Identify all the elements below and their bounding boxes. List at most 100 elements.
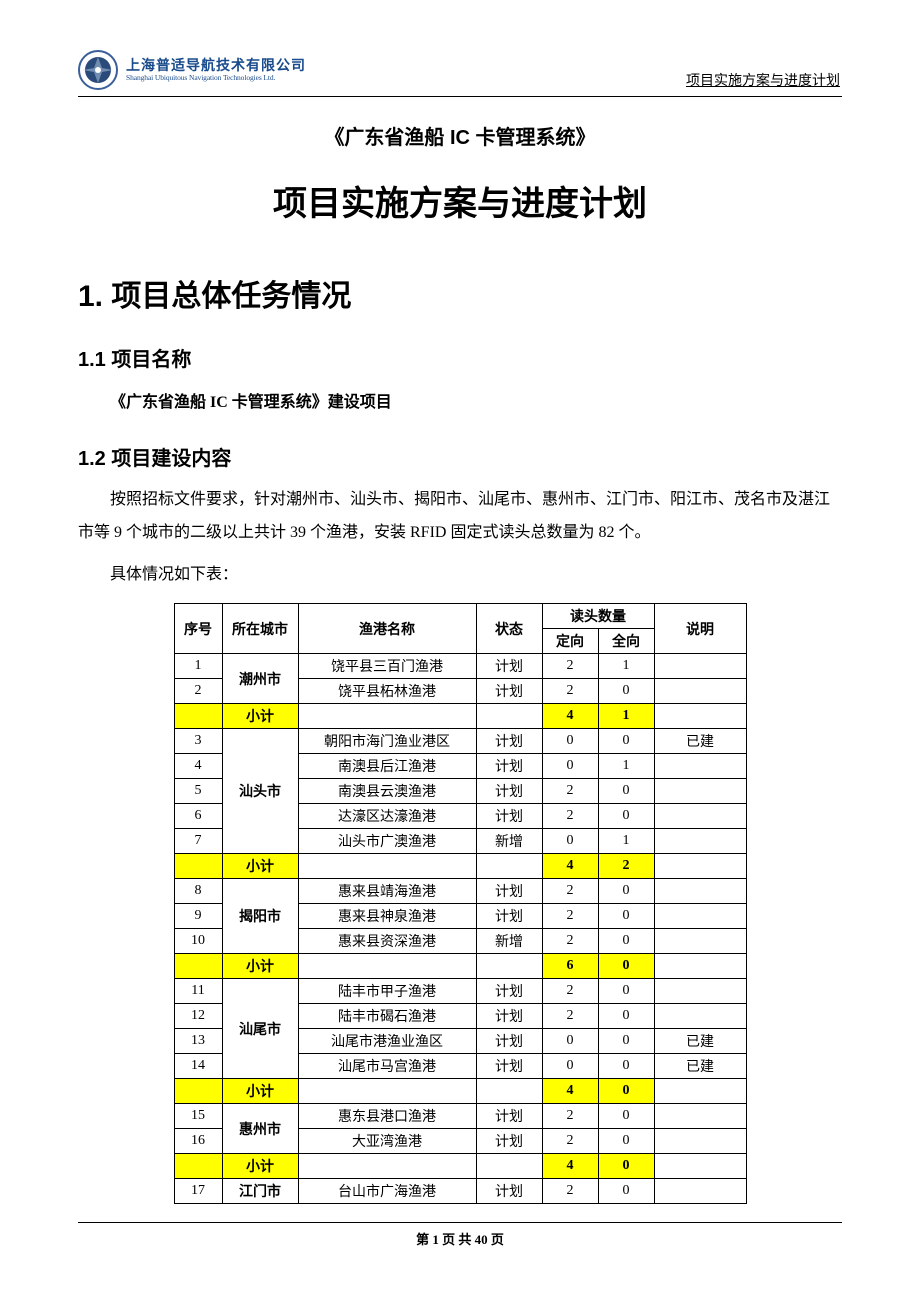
subtotal-b: 0: [598, 1079, 654, 1104]
subtotal-blank: [298, 854, 476, 879]
cell-note: 已建: [654, 1054, 746, 1079]
subtotal-row: 小计60: [174, 954, 746, 979]
cell-status: 计划: [476, 1179, 542, 1204]
cell-seq: 17: [174, 1179, 222, 1204]
cell-status: 计划: [476, 779, 542, 804]
cell-seq: 1: [174, 654, 222, 679]
page-header: 上海普适导航技术有限公司 Shanghai Ubiquitous Navigat…: [78, 50, 842, 97]
cell-reader-b: 0: [598, 979, 654, 1004]
cell-reader-a: 2: [542, 679, 598, 704]
cell-status: 新增: [476, 829, 542, 854]
cell-note: [654, 679, 746, 704]
cell-seq: 9: [174, 904, 222, 929]
subtotal-blank: [654, 954, 746, 979]
subtotal-blank: [298, 704, 476, 729]
cell-reader-b: 0: [598, 1104, 654, 1129]
cell-status: 计划: [476, 1029, 542, 1054]
cell-reader-b: 0: [598, 729, 654, 754]
cell-city: 汕头市: [222, 729, 298, 854]
cell-reader-b: 1: [598, 754, 654, 779]
ports-table: 序号 所在城市 渔港名称 状态 读头数量 说明 定向 全向 1潮州市饶平县三百门…: [174, 603, 747, 1204]
subtotal-blank: [476, 704, 542, 729]
col-note: 说明: [654, 604, 746, 654]
cell-note: 已建: [654, 729, 746, 754]
cell-reader-a: 0: [542, 1054, 598, 1079]
cell-seq: 11: [174, 979, 222, 1004]
cell-port: 大亚湾渔港: [298, 1129, 476, 1154]
subtotal-blank: [476, 854, 542, 879]
cell-reader-a: 2: [542, 979, 598, 1004]
subtotal-blank: [298, 1079, 476, 1104]
cell-reader-b: 0: [598, 1179, 654, 1204]
subtotal-blank: [476, 1079, 542, 1104]
project-name-text: 《广东省渔船 IC 卡管理系统》建设项目: [110, 394, 392, 411]
cell-status: 计划: [476, 754, 542, 779]
cell-note: [654, 929, 746, 954]
cell-seq: 12: [174, 1004, 222, 1029]
cell-note: [654, 779, 746, 804]
cell-reader-b: 0: [598, 1029, 654, 1054]
cell-port: 惠来县资深渔港: [298, 929, 476, 954]
cell-status: 新增: [476, 929, 542, 954]
col-reader-a: 定向: [542, 629, 598, 654]
subtotal-blank: [654, 854, 746, 879]
table-intro: 具体情况如下表：: [78, 558, 842, 592]
cell-port: 南澳县后江渔港: [298, 754, 476, 779]
cell-port: 汕尾市马宫渔港: [298, 1054, 476, 1079]
cell-port: 惠来县靖海渔港: [298, 879, 476, 904]
cell-note: [654, 979, 746, 1004]
cell-reader-a: 2: [542, 779, 598, 804]
page-footer: 第 1 页 共 40 页: [78, 1222, 842, 1248]
cell-seq: 4: [174, 754, 222, 779]
table-row: 1潮州市饶平县三百门渔港计划21: [174, 654, 746, 679]
heading-1: 1. 项目总体任务情况: [78, 271, 842, 315]
subtotal-label: 小计: [222, 704, 298, 729]
subtotal-b: 0: [598, 954, 654, 979]
table-header: 序号 所在城市 渔港名称 状态 读头数量 说明 定向 全向: [174, 604, 746, 654]
cell-status: 计划: [476, 979, 542, 1004]
cell-reader-b: 0: [598, 679, 654, 704]
heading-1-1: 1.1 项目名称: [78, 343, 842, 372]
cell-seq: 14: [174, 1054, 222, 1079]
subtotal-blank: [174, 954, 222, 979]
cell-city: 汕尾市: [222, 979, 298, 1079]
cell-port: 惠东县港口渔港: [298, 1104, 476, 1129]
cell-seq: 2: [174, 679, 222, 704]
cell-note: 已建: [654, 1029, 746, 1054]
subtotal-a: 6: [542, 954, 598, 979]
table-row: 11汕尾市陆丰市甲子渔港计划20: [174, 979, 746, 1004]
subtotal-a: 4: [542, 704, 598, 729]
subtotal-b: 1: [598, 704, 654, 729]
document-main-title: 项目实施方案与进度计划: [78, 176, 842, 225]
subtotal-blank: [654, 1154, 746, 1179]
cell-port: 汕尾市港渔业渔区: [298, 1029, 476, 1054]
cell-reader-b: 0: [598, 879, 654, 904]
cell-status: 计划: [476, 804, 542, 829]
cell-reader-a: 0: [542, 729, 598, 754]
cell-port: 陆丰市碣石渔港: [298, 1004, 476, 1029]
subtotal-row: 小计40: [174, 1154, 746, 1179]
cell-note: [654, 829, 746, 854]
cell-status: 计划: [476, 654, 542, 679]
cell-seq: 16: [174, 1129, 222, 1154]
cell-port: 达濠区达濠渔港: [298, 804, 476, 829]
cell-status: 计划: [476, 1004, 542, 1029]
cell-note: [654, 879, 746, 904]
cell-seq: 7: [174, 829, 222, 854]
cell-reader-b: 1: [598, 829, 654, 854]
table-row: 15惠州市惠东县港口渔港计划20: [174, 1104, 746, 1129]
subtotal-blank: [174, 1079, 222, 1104]
table-row: 8揭阳市惠来县靖海渔港计划20: [174, 879, 746, 904]
cell-port: 台山市广海渔港: [298, 1179, 476, 1204]
table-row: 3汕头市朝阳市海门渔业港区计划00已建: [174, 729, 746, 754]
cell-note: [654, 804, 746, 829]
section-1-2-body: 按照招标文件要求，针对潮州市、汕头市、揭阳市、汕尾市、惠州市、江门市、阳江市、茂…: [78, 483, 842, 550]
col-port: 渔港名称: [298, 604, 476, 654]
cell-reader-a: 2: [542, 654, 598, 679]
subtotal-a: 4: [542, 1079, 598, 1104]
cell-status: 计划: [476, 879, 542, 904]
cell-status: 计划: [476, 1054, 542, 1079]
subtotal-blank: [174, 704, 222, 729]
col-reader-b: 全向: [598, 629, 654, 654]
col-reader-group: 读头数量: [542, 604, 654, 629]
